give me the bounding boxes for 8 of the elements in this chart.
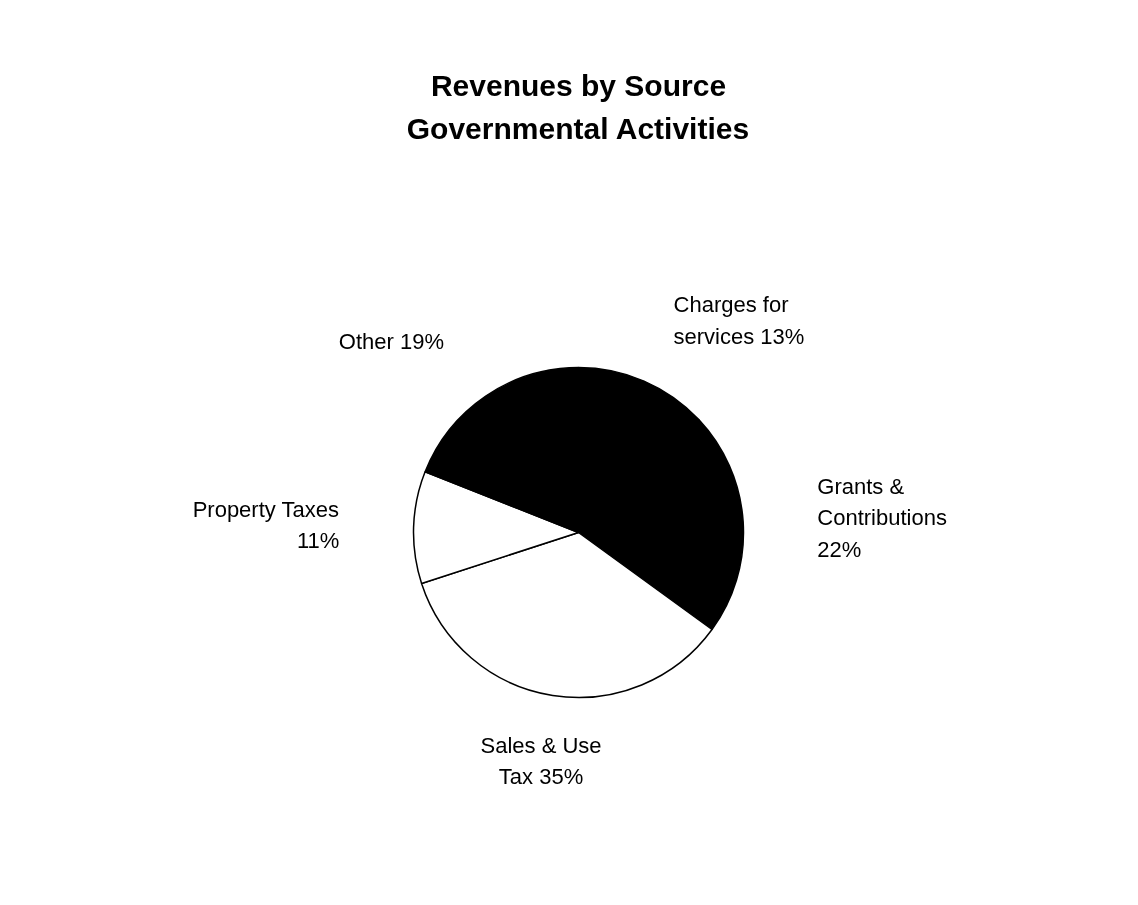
data-label: 22% [817, 536, 862, 562]
slice-label: Sales & Use Tax 35% [480, 732, 602, 789]
slice-label: Grants & Contributions [817, 474, 947, 531]
chart-title: Revenues by Source Governmental Activities [406, 69, 750, 145]
data-label: 11% [296, 528, 340, 554]
slice-label: Property Taxes [192, 497, 339, 523]
slice-label: Other 19% [338, 328, 445, 354]
slice-label: Charges for services 13% [673, 292, 805, 349]
